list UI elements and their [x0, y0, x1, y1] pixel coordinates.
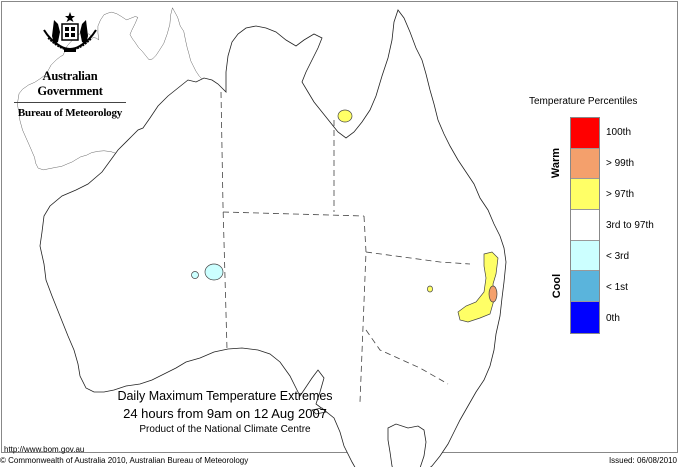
legend-label: 3rd to 97th [606, 220, 654, 231]
swatch-99th [571, 148, 599, 180]
bom-url-link[interactable]: http://www.bom.gov.au [4, 445, 85, 454]
copyright-notice: © Commonwealth of Australia 2010, Austra… [0, 456, 249, 465]
border-nt-sa [222, 211, 365, 217]
legend-color-scale [570, 117, 600, 334]
australia-coastline [39, 9, 507, 467]
legend-label: 0th [606, 313, 620, 324]
border-wa [220, 91, 228, 350]
map-title: Daily Maximum Temperature Extremes [117, 389, 333, 403]
swatch-0th [571, 302, 599, 333]
legend-label: < 1st [606, 282, 628, 293]
legend-title: Temperature Percentiles [529, 96, 638, 107]
legend-label: > 97th [606, 189, 635, 200]
swatch-1st [571, 271, 599, 303]
border-nsw-vic [365, 329, 449, 385]
anomaly-nsw-warm-small [427, 285, 433, 293]
map-period: 24 hours from 9am on 12 Aug 2007 [123, 406, 327, 421]
org-name: Australian Government [37, 69, 103, 98]
agency-name: Bureau of Meteorology [17, 107, 123, 119]
coat-of-arms-icon [43, 12, 97, 52]
anomaly-nsw-coast-warm [457, 251, 499, 323]
government-logo: Australian Government Bureau of Meteorol… [10, 10, 130, 119]
issued-date: Issued: 06/08/2010 [608, 456, 677, 465]
map-frame [1, 1, 678, 453]
anomaly-nsw-coast-hot [488, 285, 498, 303]
map-producer: Product of the National Climate Centre [139, 424, 311, 435]
swatch-97th [571, 179, 599, 211]
border-qld-nsw [365, 251, 471, 265]
legend-label: 100th [606, 127, 632, 138]
legend-label: > 99th [606, 158, 635, 169]
tasmania-coastline [387, 423, 427, 467]
swatch-3rd [571, 240, 599, 272]
swatch-100th [571, 118, 599, 149]
legend-label: < 3rd [606, 251, 630, 262]
swatch-normal [571, 210, 599, 241]
cool-label: Cool [551, 273, 564, 299]
kangaroo-island [311, 407, 327, 415]
anomaly-wa-cool-small [191, 271, 199, 279]
anomaly-wa-cool [204, 263, 224, 281]
logo-divider [14, 102, 126, 103]
warm-label: Warm [550, 147, 563, 179]
anomaly-nt-warm [337, 109, 353, 123]
border-sa-qld-nsw [359, 215, 367, 403]
